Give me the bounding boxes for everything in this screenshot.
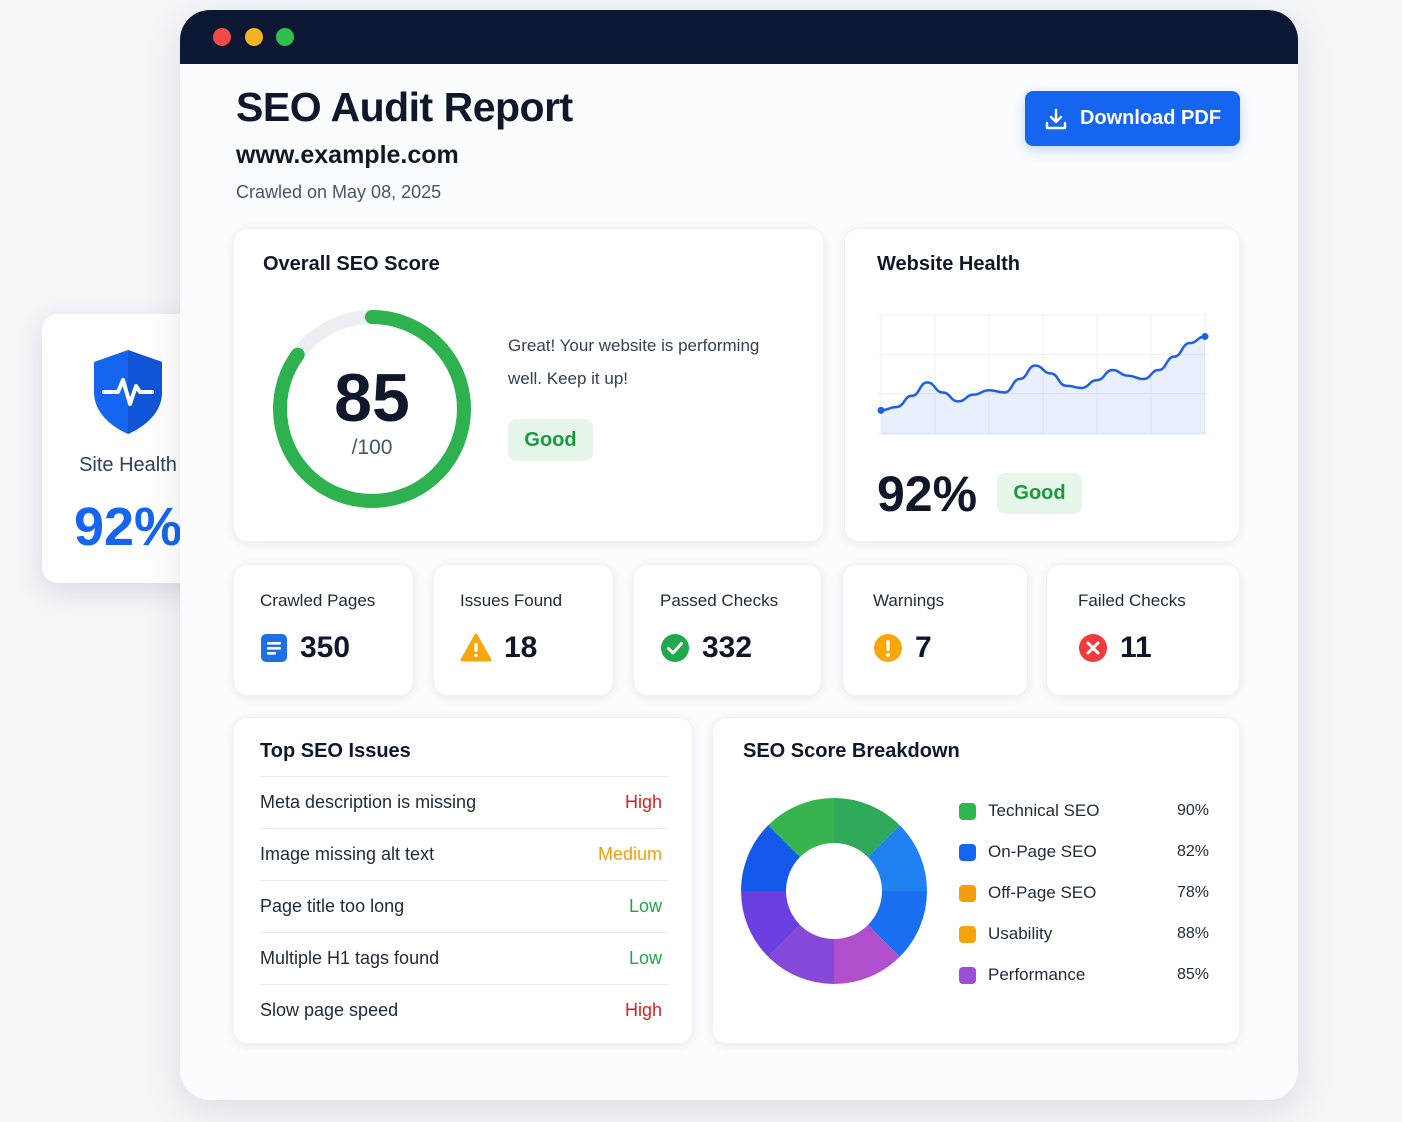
breakdown-donut-chart: [741, 798, 927, 984]
issue-row[interactable]: Multiple H1 tags found Low: [260, 932, 668, 984]
trend-end-point: [1201, 332, 1209, 340]
site-health-label: Site Health: [79, 454, 177, 476]
donut-segment: [834, 924, 900, 984]
legend-label: Performance: [988, 965, 1086, 984]
top-issues-card: Top SEO Issues Meta description is missi…: [233, 717, 693, 1044]
donut-segment: [741, 891, 801, 957]
severity-badge: High: [624, 792, 662, 812]
stat-value: 18: [504, 631, 538, 664]
site-url: www.example.com: [236, 141, 459, 169]
page-title: SEO Audit Report: [236, 84, 573, 130]
health-trend-area: [881, 336, 1205, 435]
stat-card-issues-found: Issues Found 18: [433, 564, 614, 696]
health-trend-chart: [877, 313, 1209, 435]
score-max: /100: [351, 436, 393, 459]
donut-segment: [741, 825, 801, 891]
overall-score-card: Overall SEO Score 85 /100 Great! Your we…: [233, 228, 824, 542]
issue-row[interactable]: Page title too long Low: [260, 880, 668, 932]
legend-label: On-Page SEO: [988, 842, 1097, 861]
document-icon: [261, 634, 287, 662]
app-window: SEO Audit Report www.example.com Crawled…: [180, 10, 1298, 1100]
website-health-title: Website Health: [877, 253, 1020, 275]
legend-label: Technical SEO: [988, 801, 1100, 820]
donut-segment: [867, 891, 927, 957]
donut-segment: [768, 798, 834, 858]
score-breakdown-card: SEO Score Breakdown Technical SEO 90% On…: [712, 717, 1240, 1044]
download-pdf-button[interactable]: Download PDF: [1025, 91, 1240, 146]
title-bar: [180, 10, 1298, 64]
legend-swatch: [959, 802, 976, 820]
close-window-button[interactable]: [213, 28, 231, 46]
trend-start-point: [877, 406, 885, 414]
stat-label: Crawled Pages: [260, 591, 376, 610]
issue-text: Multiple H1 tags found: [260, 948, 440, 968]
score-breakdown-title: SEO Score Breakdown: [743, 740, 960, 762]
health-trend-line: [879, 335, 1207, 412]
issue-row[interactable]: Slow page speed High: [260, 984, 668, 1036]
legend-value: 85%: [1176, 966, 1209, 983]
stat-label: Issues Found: [460, 591, 563, 610]
issue-text: Slow page speed: [260, 1000, 399, 1020]
exclamation-circle-icon: [874, 634, 902, 662]
maximize-window-button[interactable]: [276, 28, 294, 46]
stat-label: Failed Checks: [1078, 591, 1186, 610]
stat-card-warnings: Warnings 7: [842, 564, 1028, 696]
donut-segment: [834, 798, 900, 858]
donut-segment: [768, 924, 834, 984]
score-message: Great! Your website is performing well. …: [508, 336, 760, 388]
overall-score-title: Overall SEO Score: [263, 253, 440, 275]
issue-row[interactable]: Image missing alt text Medium: [260, 828, 668, 880]
stat-card-failed-checks: Failed Checks 11: [1046, 564, 1240, 696]
legend-value: 82%: [1176, 843, 1209, 860]
shield-heartbeat-icon: [94, 350, 162, 434]
crawl-date: Crawled on May 08, 2025: [236, 182, 442, 202]
severity-badge: High: [624, 1000, 662, 1020]
stat-value: 7: [915, 631, 932, 664]
severity-badge: Low: [628, 948, 662, 968]
issue-row[interactable]: Meta description is missing High: [260, 776, 668, 828]
legend-swatch: [959, 843, 976, 861]
stat-card-crawled-pages: Crawled Pages 350: [233, 564, 414, 696]
report-header: SEO Audit Report www.example.com Crawled…: [236, 84, 573, 203]
stat-value: 11: [1120, 631, 1152, 664]
site-health-value: 92%: [73, 497, 183, 557]
legend-label: Off-Page SEO: [988, 883, 1097, 902]
legend-item-performance: Performance 85%: [959, 962, 1209, 988]
warning-triangle-icon: [460, 633, 492, 662]
legend-item-technical-seo: Technical SEO 90%: [959, 798, 1209, 824]
severity-badge: Low: [628, 896, 662, 916]
score-gauge: [273, 310, 471, 508]
score-value: 85: [334, 360, 410, 436]
download-icon: [1045, 108, 1067, 129]
legend-label: Usability: [988, 924, 1053, 943]
issue-text: Page title too long: [260, 896, 405, 916]
stat-value: 332: [702, 631, 753, 664]
health-status-badge: Good: [997, 473, 1082, 514]
legend-swatch: [959, 966, 976, 984]
score-status-badge: Good: [508, 419, 593, 461]
legend-value: 78%: [1176, 884, 1209, 901]
stat-value: 350: [300, 631, 351, 664]
x-circle-icon: [1079, 634, 1107, 662]
legend-value: 90%: [1176, 802, 1209, 819]
stat-label: Passed Checks: [660, 591, 779, 610]
check-circle-icon: [661, 634, 689, 662]
stat-label: Warnings: [873, 591, 945, 610]
legend-swatch: [959, 925, 976, 943]
legend-item-off-page-seo: Off-Page SEO 78%: [959, 880, 1209, 906]
minimize-window-button[interactable]: [245, 28, 263, 46]
legend-swatch: [959, 884, 976, 902]
severity-badge: Medium: [597, 844, 662, 864]
issue-text: Image missing alt text: [260, 844, 435, 864]
legend-value: 88%: [1176, 925, 1209, 942]
download-pdf-label: Download PDF: [1079, 107, 1222, 129]
health-value: 92%: [877, 466, 978, 522]
stat-card-passed-checks: Passed Checks 332: [633, 564, 822, 696]
donut-segment: [867, 825, 927, 891]
legend-item-on-page-seo: On-Page SEO 82%: [959, 839, 1209, 865]
website-health-card: Website Health 92% Good: [844, 228, 1240, 542]
top-issues-title: Top SEO Issues: [260, 740, 411, 762]
legend-item-usability: Usability 88%: [959, 921, 1209, 947]
issue-text: Meta description is missing: [260, 792, 477, 812]
